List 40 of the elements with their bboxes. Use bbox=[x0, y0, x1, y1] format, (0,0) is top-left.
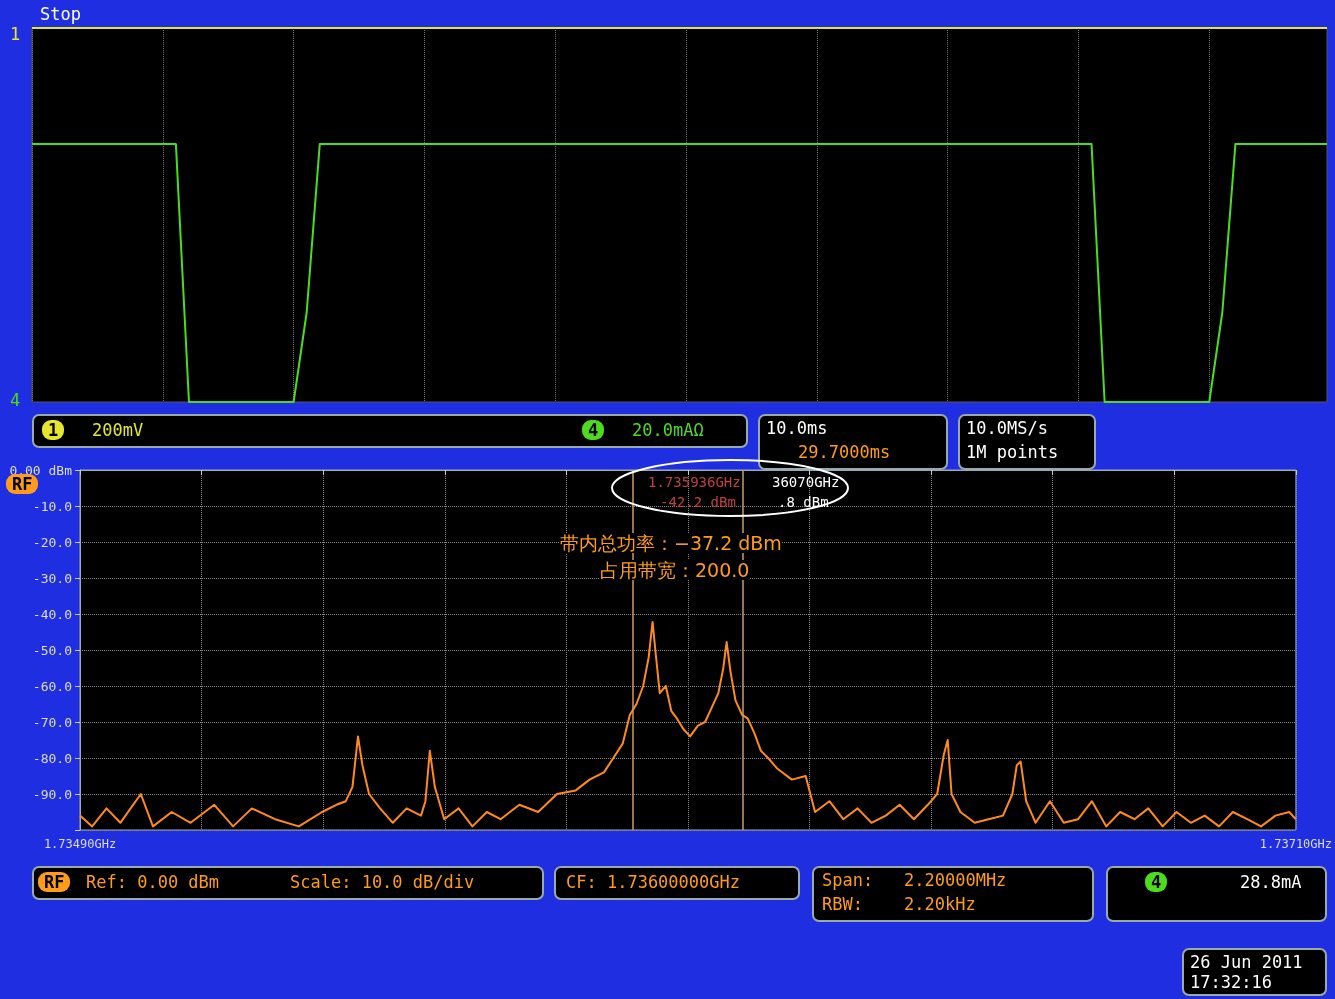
text: 28.8mA bbox=[1240, 872, 1302, 892]
annotation: 带内总功率：−37.2 dBm bbox=[560, 532, 782, 554]
annotation: -42.2 dBm bbox=[660, 493, 736, 512]
text: RF bbox=[6, 474, 39, 494]
text: 4 bbox=[10, 390, 21, 410]
annotation: 36070GHz bbox=[772, 473, 840, 492]
x-tick-label: 1.73710GHz bbox=[1259, 837, 1332, 851]
y-tick-label: -10.0 bbox=[32, 498, 72, 514]
annotation: 占用带宽：200.0 bbox=[600, 559, 750, 581]
x-tick-label: 1.73490GHz bbox=[43, 837, 117, 851]
text: 1M points bbox=[966, 442, 1059, 462]
text: Span: bbox=[822, 870, 874, 890]
y-tick-label: -70.0 bbox=[32, 714, 72, 730]
y-tick-label: -50.0 bbox=[32, 642, 72, 658]
text: 4 bbox=[582, 420, 605, 440]
text: 20.0mAΩ bbox=[632, 420, 704, 440]
y-tick-label: -30.0 bbox=[32, 570, 72, 586]
text: 200mV bbox=[92, 420, 144, 440]
text: Scale: 10.0 dB/div bbox=[290, 872, 475, 892]
text: RBW: bbox=[822, 894, 863, 914]
text: 2.20kHz bbox=[904, 894, 976, 914]
text: Stop bbox=[40, 4, 81, 24]
text: 1 bbox=[10, 24, 21, 44]
text: 2.20000MHz bbox=[904, 870, 1007, 890]
text: 29.7000ms bbox=[798, 442, 891, 462]
text: 1 bbox=[42, 420, 65, 440]
text: 26 Jun 2011 bbox=[1190, 952, 1303, 972]
text: 10.0MS/s bbox=[966, 418, 1048, 438]
text: 10.0ms bbox=[766, 418, 828, 438]
text: 4 bbox=[1145, 872, 1168, 892]
y-tick-label: -90.0 bbox=[32, 786, 72, 802]
text: RF bbox=[38, 872, 71, 892]
y-tick-label: -60.0 bbox=[32, 678, 72, 694]
y-tick-label: -20.0 bbox=[32, 534, 72, 550]
y-tick-label: -80.0 bbox=[32, 750, 72, 766]
text: Ref: 0.00 dBm bbox=[86, 872, 220, 892]
y-tick-label: -40.0 bbox=[32, 606, 72, 622]
text: 17:32:16 bbox=[1190, 972, 1272, 992]
annotation: 1.735936GHz bbox=[648, 473, 741, 492]
text: CF: 1.73600000GHz bbox=[566, 872, 740, 892]
